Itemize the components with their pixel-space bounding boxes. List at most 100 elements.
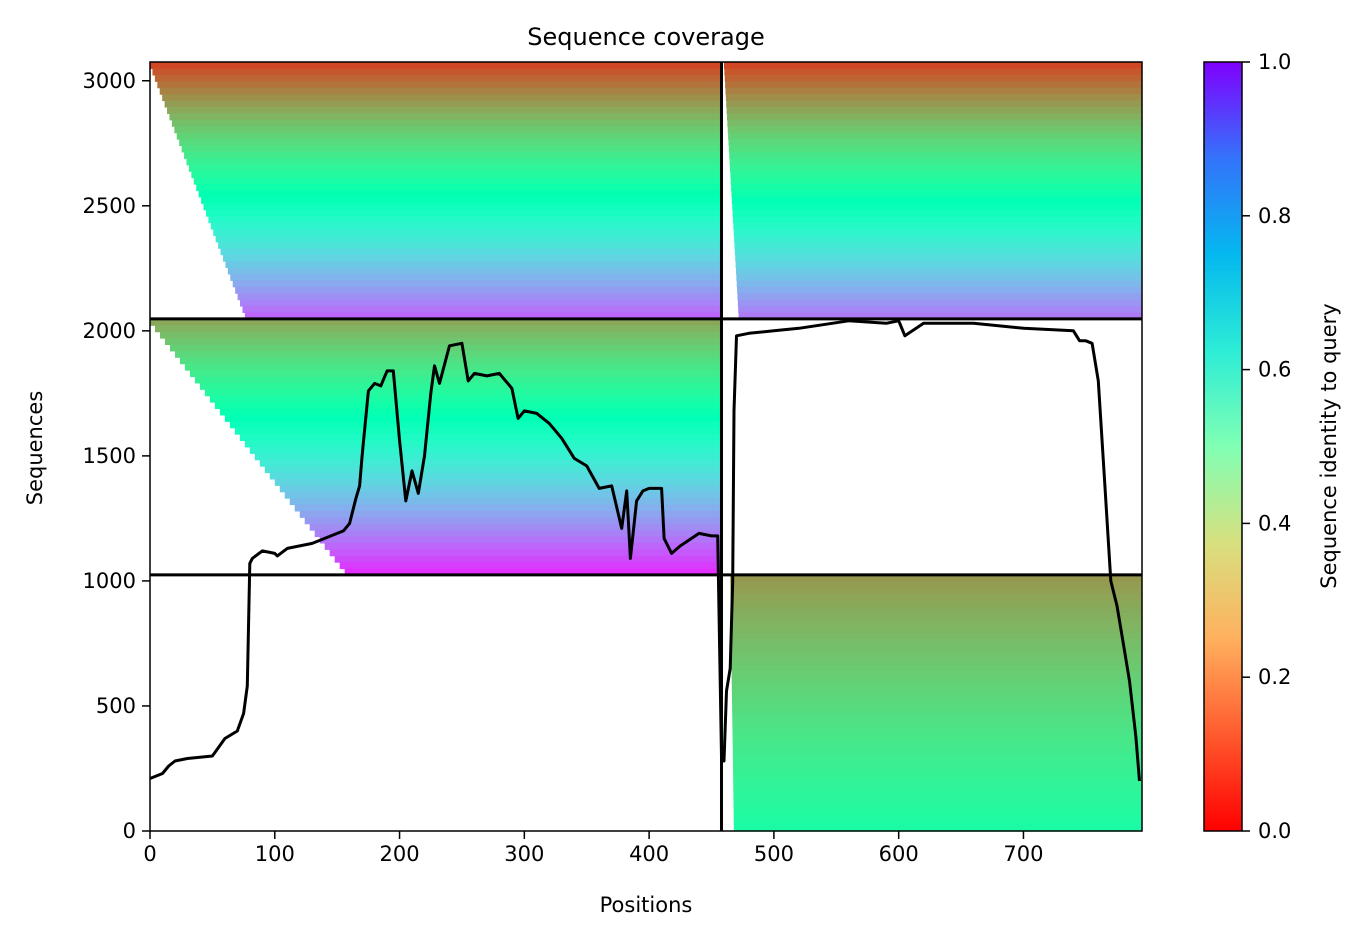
msa-strip [171,119,722,127]
msa-block [150,62,722,320]
msa-strip [732,747,1142,755]
msa-strip [264,466,722,474]
msa-strip [220,248,722,256]
msa-block [730,574,1142,832]
x-tick-label: 300 [504,842,544,866]
msa-strip [733,779,1142,787]
msa-strip [269,472,722,480]
msa-strip [729,158,1142,166]
msa-strip [218,241,722,249]
msa-strip [731,651,1142,659]
msa-strip [731,632,1142,640]
msa-strip [737,293,1142,301]
msa-strip [731,638,1142,646]
colorbar-gradient [1203,61,1243,832]
msa-strip [732,754,1142,762]
y-tick-label: 500 [96,694,136,718]
msa-strip [732,709,1142,717]
msa-strip [730,594,1142,602]
msa-strip [240,299,722,307]
y-tick-label: 1000 [83,569,136,593]
msa-strip [154,74,722,82]
msa-strip [734,241,1142,249]
msa-strip [249,446,722,454]
msa-strip [176,132,722,140]
y-tick-label: 1500 [83,444,136,468]
msa-strip [167,106,722,114]
msa-strip [731,683,1142,691]
y-tick-label: 3000 [83,69,136,93]
msa-strip [727,126,1142,134]
msa-strip [724,74,1142,82]
msa-strip [188,164,722,172]
msa-strip [150,62,722,70]
msa-strip [730,600,1142,608]
msa-strip [723,62,1142,70]
msa-strip [733,786,1142,794]
x-tick-label: 400 [629,842,669,866]
x-axis: 0 100 200 300 400 500 600 700 [143,831,1044,866]
msa-strip [186,158,722,166]
msa-strip [730,171,1142,179]
msa-strip [730,626,1142,634]
msa-strip [164,100,722,108]
msa-strip [159,87,722,95]
msa-strip [289,498,722,506]
msa-strip [199,382,722,390]
msa-strip [731,190,1142,198]
msa-strip [154,325,722,333]
coverage-line [149,319,1141,782]
msa-strip [150,318,722,326]
msa-strip [726,113,1142,121]
msa-strip [733,222,1142,230]
colorbar-tick-label: 1.0 [1258,50,1291,74]
plot-area [149,61,1143,832]
msa-strip [732,203,1142,211]
msa-strip [732,702,1142,710]
msa-strip [731,658,1142,666]
chart-title: Sequence coverage [527,23,764,51]
msa-strip [204,389,722,397]
msa-strip [344,568,722,576]
msa-strip [339,562,722,570]
msa-strip [309,523,722,531]
y-tick-label: 2000 [83,319,136,343]
msa-strip [732,728,1142,736]
msa-strip [733,818,1142,826]
colorbar-tick-label: 0.6 [1258,358,1291,382]
msa-strip [732,760,1142,768]
msa-strip [189,370,722,378]
msa-strip [729,164,1142,172]
msa-strip [732,722,1142,730]
colorbar-tick-label: 0.0 [1258,819,1291,843]
msa-strip [196,183,722,192]
msa-strip [735,254,1142,262]
msa-strip [224,414,722,422]
msa-strip [208,216,722,224]
msa-strip [733,811,1142,819]
msa-strip [279,485,722,493]
msa-strip [738,305,1142,314]
colorbar-tick-label: 0.4 [1258,511,1291,535]
x-tick-label: 600 [879,842,919,866]
plot-frame [149,61,1143,832]
x-tick-label: 700 [1003,842,1043,866]
msa-strip [733,792,1142,800]
msa-strip [733,228,1142,236]
msa-strip [728,145,1142,153]
msa-strip [725,94,1142,102]
msa-strip [259,459,722,467]
msa-strip [194,376,722,384]
msa-strip [234,427,722,435]
msa-strip [730,619,1142,627]
msa-strip [738,312,1142,320]
msa-strip [181,145,722,153]
msa-strip [733,824,1142,832]
msa-strip [731,183,1142,192]
y-tick-label: 0 [123,819,136,843]
msa-strip [725,87,1142,95]
msa-strip [732,734,1142,742]
msa-strip [726,100,1142,108]
x-tick-label: 500 [754,842,794,866]
